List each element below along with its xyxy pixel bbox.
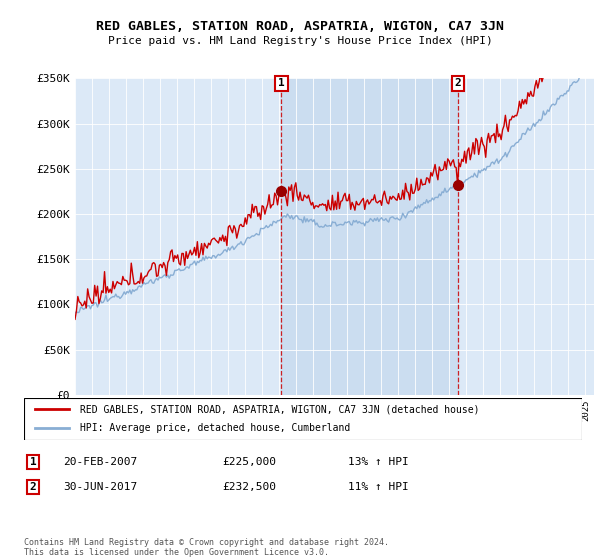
Text: 13% ↑ HPI: 13% ↑ HPI (348, 457, 409, 467)
Text: £225,000: £225,000 (222, 457, 276, 467)
Text: Price paid vs. HM Land Registry's House Price Index (HPI): Price paid vs. HM Land Registry's House … (107, 36, 493, 46)
Text: RED GABLES, STATION ROAD, ASPATRIA, WIGTON, CA7 3JN: RED GABLES, STATION ROAD, ASPATRIA, WIGT… (96, 20, 504, 32)
Text: HPI: Average price, detached house, Cumberland: HPI: Average price, detached house, Cumb… (80, 423, 350, 433)
Text: 1: 1 (278, 78, 285, 88)
Text: 1: 1 (29, 457, 37, 467)
Text: 11% ↑ HPI: 11% ↑ HPI (348, 482, 409, 492)
Text: 20-FEB-2007: 20-FEB-2007 (63, 457, 137, 467)
Text: Contains HM Land Registry data © Crown copyright and database right 2024.
This d: Contains HM Land Registry data © Crown c… (24, 538, 389, 557)
Text: 2: 2 (454, 78, 461, 88)
Bar (281, 78, 458, 395)
Text: £232,500: £232,500 (222, 482, 276, 492)
Text: 2: 2 (29, 482, 37, 492)
FancyBboxPatch shape (24, 398, 582, 440)
Text: 30-JUN-2017: 30-JUN-2017 (63, 482, 137, 492)
Text: RED GABLES, STATION ROAD, ASPATRIA, WIGTON, CA7 3JN (detached house): RED GABLES, STATION ROAD, ASPATRIA, WIGT… (80, 404, 479, 414)
